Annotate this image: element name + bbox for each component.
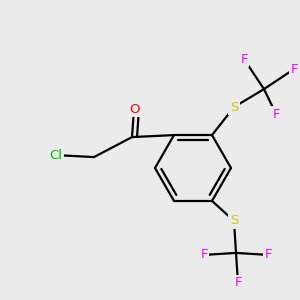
Text: F: F	[290, 63, 298, 76]
Text: F: F	[264, 248, 272, 261]
Text: F: F	[240, 52, 248, 66]
Text: S: S	[230, 214, 238, 227]
Text: F: F	[200, 248, 208, 261]
Text: Cl: Cl	[50, 148, 62, 162]
Text: F: F	[272, 108, 280, 121]
Text: S: S	[230, 100, 238, 114]
Text: F: F	[234, 276, 242, 290]
Text: O: O	[129, 103, 139, 116]
